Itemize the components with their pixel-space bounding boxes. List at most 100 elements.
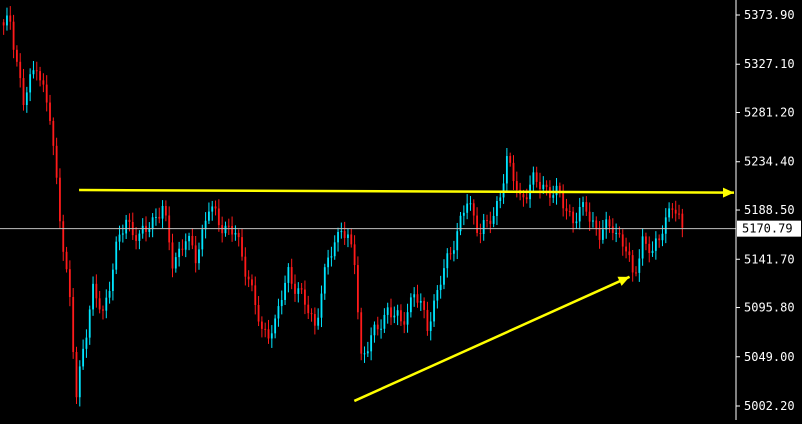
candle-body (489, 220, 492, 224)
candle-body (443, 268, 445, 285)
candle-body (565, 208, 568, 212)
candle-body (75, 351, 78, 398)
candle-body (572, 211, 575, 224)
candle-body (254, 285, 257, 306)
candle-body (274, 318, 277, 334)
candle-body (393, 315, 396, 318)
candle-body (29, 74, 32, 93)
candle-body (459, 215, 462, 232)
candle-body (542, 184, 545, 190)
candle-body (244, 256, 247, 277)
candle-body (171, 242, 174, 269)
candle-body (343, 231, 346, 238)
candle-body (237, 232, 240, 238)
candle-body (654, 238, 657, 251)
candle-body (181, 248, 184, 250)
candle-body (522, 194, 525, 198)
candle-body (390, 307, 392, 318)
candle-body (15, 49, 18, 62)
axis-tick-label: 5049.00 (744, 350, 795, 364)
candle-body (635, 272, 637, 274)
candle-body (645, 236, 647, 244)
candle-body (396, 310, 399, 316)
horizontal-arrow-head (722, 187, 734, 198)
candle-body (174, 257, 177, 269)
candle-body (562, 192, 565, 209)
candle-body (363, 353, 366, 355)
candle-body (59, 177, 61, 222)
candle-body (102, 309, 104, 311)
candle-body (194, 245, 197, 264)
candle-body (284, 282, 286, 300)
candle-body (648, 243, 651, 253)
candle-body (496, 201, 498, 216)
candle-body (373, 324, 376, 336)
candle-body (6, 15, 8, 26)
candle-body (462, 212, 465, 216)
candle-body (406, 312, 409, 325)
candle-body (68, 269, 71, 298)
candle-body (356, 265, 359, 313)
candle-body (439, 284, 442, 291)
candle-body (585, 202, 588, 212)
candle-body (360, 312, 363, 354)
candle-body (446, 253, 449, 269)
candle-body (92, 283, 94, 310)
candle-body (45, 84, 48, 103)
candle-body (128, 219, 131, 222)
candle-body (376, 324, 379, 330)
current-price-label: 5170.79 (742, 222, 793, 236)
candle-body (270, 333, 273, 339)
candle-body (658, 238, 661, 241)
candle-body (264, 328, 267, 330)
candle-body (280, 299, 283, 307)
candle-body (148, 229, 151, 232)
candle-body (294, 283, 296, 294)
candle-body (380, 328, 382, 330)
candle-body (552, 195, 555, 198)
candle-body (85, 337, 88, 349)
candle-body (472, 203, 475, 216)
trend-arrow-line (353, 275, 631, 403)
candle-body (582, 202, 584, 208)
candle-body (234, 232, 237, 235)
candle-body (337, 231, 339, 243)
candle-body (198, 249, 200, 264)
candle-body (641, 236, 644, 259)
candle-body (95, 283, 98, 299)
candle-body (661, 233, 664, 241)
candle-body (350, 234, 353, 245)
candle-body (333, 242, 336, 257)
candle-body (601, 229, 604, 240)
candle-body (608, 219, 611, 227)
candle-body (121, 233, 124, 235)
horizontal-arrow-line (79, 188, 735, 194)
candle-body (161, 205, 164, 219)
current-price-label-bg (737, 220, 801, 237)
candle-body (413, 294, 416, 298)
candle-body (482, 220, 485, 234)
candle-body (505, 156, 508, 184)
candle-body (330, 256, 333, 258)
candle-body (436, 290, 439, 301)
candle-body (555, 185, 558, 196)
candle-body (426, 309, 429, 331)
candle-body (545, 184, 548, 188)
candle-body (204, 220, 207, 230)
candle-body (674, 209, 677, 214)
candle-body (578, 207, 581, 222)
candle-body (98, 298, 101, 310)
candle-body (247, 276, 250, 280)
candle-body (2, 22, 5, 26)
candle-body (151, 217, 154, 230)
candle-body (184, 241, 187, 250)
candle-body (512, 162, 515, 182)
candle-body (456, 231, 459, 251)
candle-body (592, 220, 594, 222)
candle-body (386, 307, 389, 315)
candle-body (403, 321, 406, 325)
candle-body (55, 145, 58, 178)
candle-body (82, 348, 85, 367)
